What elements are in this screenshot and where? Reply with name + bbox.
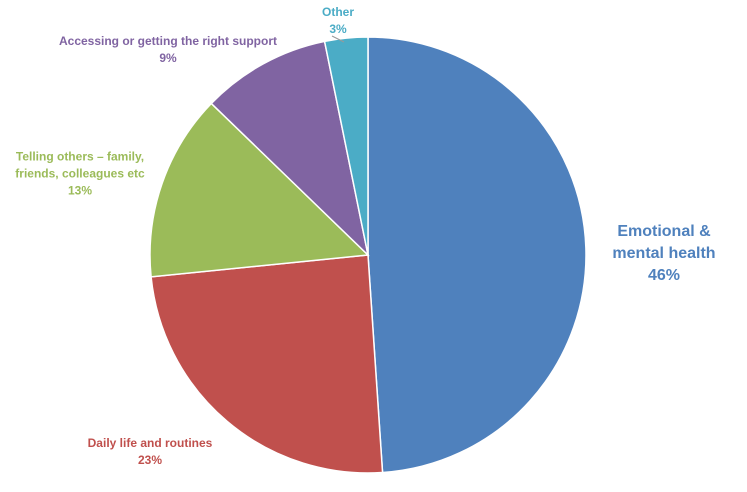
category-label: Daily life and routines bbox=[87, 436, 213, 450]
pie-slice bbox=[367, 36, 587, 474]
data-label: Accessing or getting the right support 9% bbox=[38, 33, 298, 67]
category-label: Accessing or getting the right support bbox=[58, 34, 277, 48]
data-label: Emotional & mental health 46% bbox=[594, 221, 734, 287]
pie-slice bbox=[150, 254, 384, 474]
category-label: Telling others – family, friends, collea… bbox=[15, 149, 145, 181]
value-label: 13% bbox=[67, 183, 93, 198]
value-label: 3% bbox=[329, 22, 347, 36]
pie-slice bbox=[149, 102, 370, 278]
category-label: Other bbox=[321, 5, 354, 19]
data-label: Other 3% bbox=[308, 4, 368, 38]
data-label: Telling others – family, friends, collea… bbox=[5, 149, 155, 200]
data-label: Daily life and routines 23% bbox=[50, 435, 250, 469]
category-label: Emotional & mental health bbox=[612, 223, 716, 262]
value-label: 23% bbox=[137, 453, 163, 467]
value-label: 9% bbox=[159, 51, 177, 65]
pie-slice bbox=[210, 40, 370, 258]
value-label: 46% bbox=[647, 267, 681, 284]
pie-slice bbox=[323, 36, 369, 256]
leader-line bbox=[331, 35, 345, 43]
